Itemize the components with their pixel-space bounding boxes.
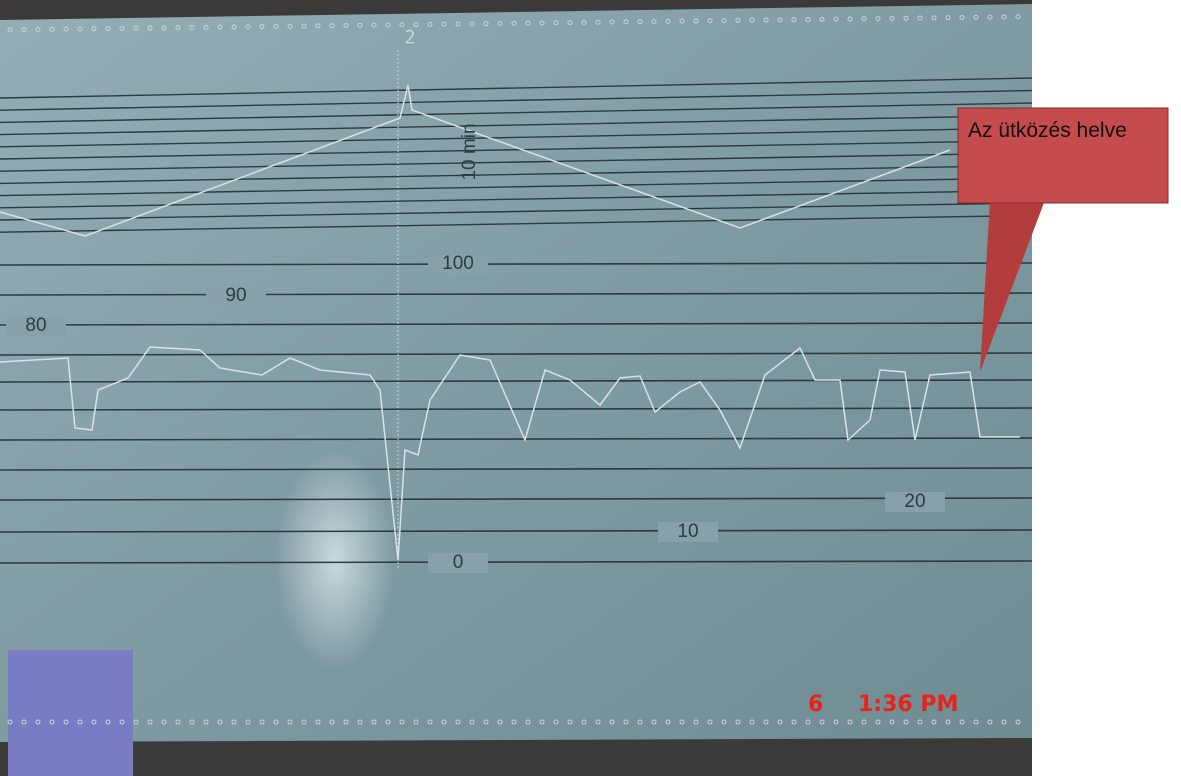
marker-label: 2: [404, 27, 415, 49]
scale-label: 10: [677, 521, 698, 542]
interval-label: 10 min: [459, 123, 480, 180]
scale-label: 20: [904, 491, 925, 512]
scale-label: 80: [25, 315, 46, 336]
timestamp-time: 1:36 PM: [858, 692, 958, 717]
scale-label: 100: [442, 253, 474, 274]
scale-label: 90: [225, 285, 246, 306]
chart-paper: [0, 4, 1032, 742]
screenshot: 2 10 min 6 1:36 PM 100908020100 Az ütköz…: [0, 0, 1181, 776]
callout-text: Az ütközés helve: [960, 112, 1166, 204]
scale-label: 0: [453, 552, 464, 573]
purple-block: [8, 650, 133, 776]
timestamp-day: 6: [808, 692, 823, 717]
glare: [275, 450, 395, 670]
